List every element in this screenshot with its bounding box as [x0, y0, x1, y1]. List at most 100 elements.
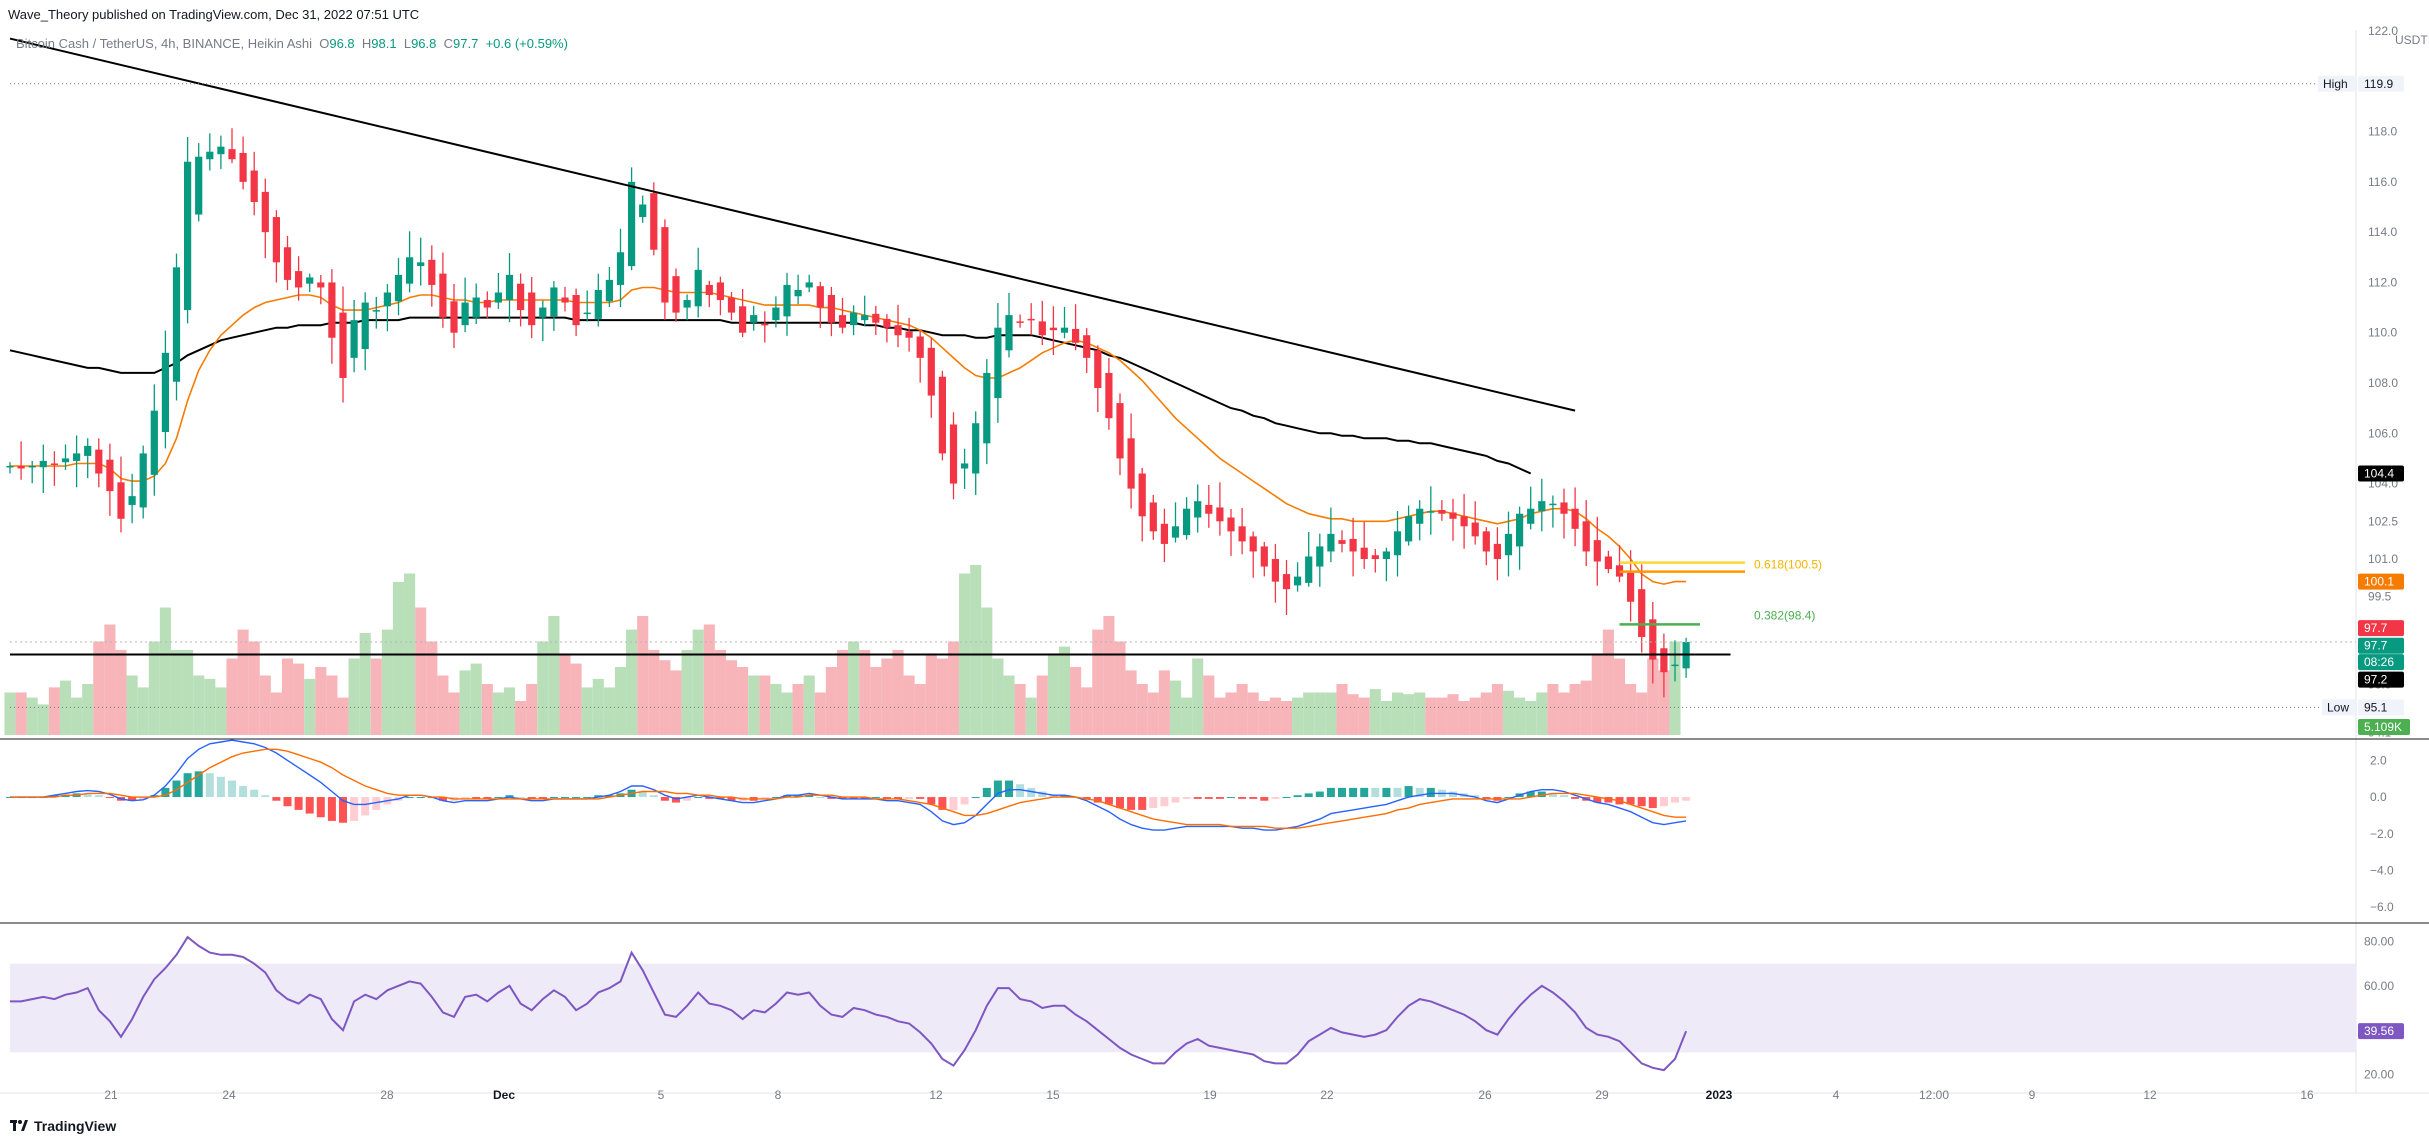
macd-histogram-bar [1382, 787, 1391, 798]
candle-body [938, 376, 946, 454]
volume-bar [1525, 701, 1537, 735]
macd-histogram-bar [1371, 787, 1380, 798]
ma-price-tag: 104.4 [2364, 467, 2394, 481]
candle-body [295, 271, 303, 288]
candle-body [1560, 502, 1568, 514]
macd-histogram-bar [1260, 797, 1269, 801]
volume-bar [1569, 684, 1581, 735]
candle-body [816, 286, 824, 308]
high-label: H [361, 36, 372, 51]
candle-body [550, 287, 558, 317]
macd-histogram-bar [372, 797, 381, 810]
candle-body [1482, 531, 1490, 552]
macd-histogram-bar [1038, 791, 1047, 798]
macd-histogram-bar [1249, 797, 1258, 799]
volume-bar [1625, 684, 1637, 735]
macd-histogram-bar [1082, 797, 1091, 799]
candle-body [739, 306, 747, 333]
volume-bar [892, 650, 904, 735]
volume-bar [1514, 697, 1526, 735]
candle-body [561, 297, 569, 303]
volume-bar [93, 641, 105, 735]
volume-bar [1314, 692, 1326, 735]
macd-histogram-bar [638, 791, 647, 798]
currency-label: USDT [2395, 33, 2428, 47]
volume-bar [725, 660, 738, 735]
candle-body [1449, 512, 1457, 519]
macd-histogram-bar [993, 780, 1002, 798]
candle-body [261, 191, 269, 233]
macd-histogram-bar [61, 795, 70, 798]
volume-bar [1092, 629, 1104, 735]
tradingview-logo-icon [10, 1118, 28, 1134]
high-badge-label: High [2323, 77, 2348, 91]
macd-histogram-bar [660, 797, 669, 801]
volume-bar [1070, 667, 1082, 735]
candle-body [1194, 501, 1202, 518]
volume-bar [1292, 697, 1304, 735]
volume-bar [648, 650, 660, 735]
volume-bar [1003, 675, 1015, 735]
volume-bar [26, 697, 38, 735]
candle-body [827, 295, 835, 323]
macd-line [10, 739, 1687, 831]
volume-bar [825, 667, 837, 735]
volume-bar [1602, 629, 1614, 735]
macd-histogram-bar [216, 776, 225, 798]
macd-histogram-bar [228, 780, 236, 798]
volume-bar [1447, 694, 1459, 735]
volume-bar [370, 658, 382, 735]
candle-body [705, 284, 713, 295]
macd-histogram-bar [760, 797, 769, 799]
macd-histogram-bar [1215, 797, 1224, 799]
volume-bar [237, 629, 249, 735]
volume-bar [936, 658, 948, 735]
candle-body [228, 149, 236, 160]
macd-histogram-bar [705, 797, 714, 799]
high-value-tag-bg [2358, 75, 2404, 92]
macd-histogram-bar [1449, 791, 1457, 798]
volume-bar [315, 667, 327, 735]
candle-body [184, 161, 192, 311]
volume-bar [1458, 701, 1470, 735]
volume-bar [1669, 641, 1681, 735]
volume-bar [326, 675, 338, 735]
candle-body [772, 307, 780, 321]
volume-bar [515, 701, 527, 735]
macd-histogram-bar [494, 797, 503, 799]
candle-body [339, 312, 347, 378]
candle-body [1538, 501, 1546, 512]
macd-tick-label: 2.0 [2370, 753, 2387, 767]
candle-body [1083, 335, 1091, 358]
macd-histogram-bar [694, 797, 703, 799]
macd-histogram-bar [1349, 787, 1358, 798]
symbol-name: Bitcoin Cash / TetherUS, 4h, BINANCE, He… [16, 36, 312, 51]
volume-bar [1414, 692, 1426, 735]
volume-bar [426, 641, 438, 735]
rsi-tick-label: 60.00 [2364, 979, 2394, 993]
macd-histogram-bar [727, 797, 736, 801]
candle-body [472, 297, 480, 318]
volume-bar [1269, 697, 1281, 735]
candle-body [117, 482, 125, 519]
volume-bar [137, 687, 149, 735]
last-price-tag-bg [2358, 637, 2404, 654]
candle-body [1627, 572, 1635, 602]
volume-bar [270, 692, 282, 735]
volume-bar [492, 692, 504, 735]
volume-bar [15, 692, 27, 735]
macd-histogram-bar [916, 797, 925, 799]
candle-body [861, 315, 869, 321]
candle-body [494, 292, 502, 303]
macd-histogram-bar [1271, 797, 1280, 799]
tradingview-brand[interactable]: TradingView [10, 1118, 116, 1134]
volume-bar [1303, 692, 1315, 735]
countdown-tag: 08:26 [2364, 655, 2394, 669]
candle-body [406, 257, 414, 284]
volume-bar [148, 641, 160, 735]
volume-bar [1436, 697, 1448, 735]
macd-histogram-bar [94, 795, 103, 798]
candle-body [683, 300, 691, 308]
candle-body [1416, 508, 1424, 524]
